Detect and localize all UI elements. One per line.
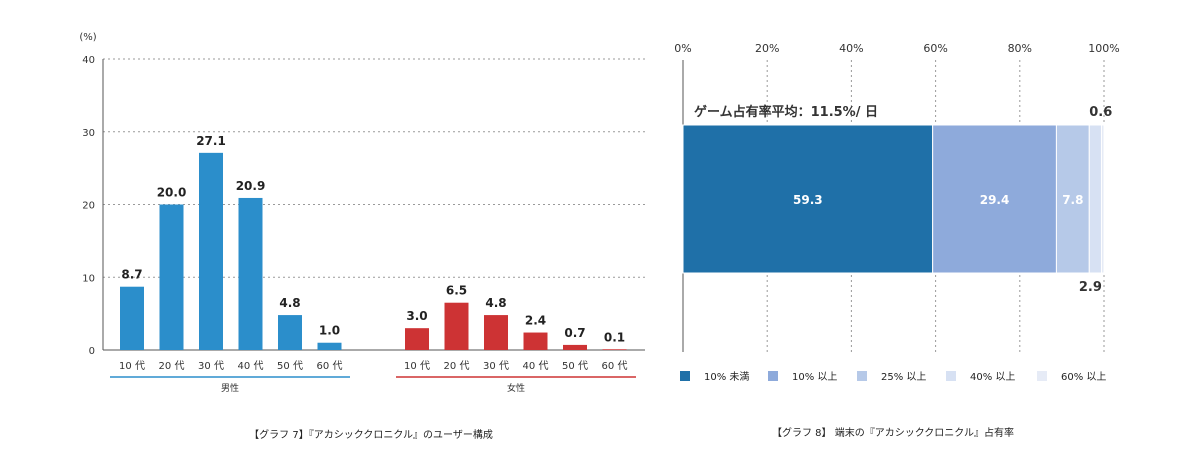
- legend-label: 25% 以上: [881, 371, 926, 383]
- bar: [523, 332, 548, 350]
- stacked-segment: [1100, 124, 1105, 274]
- bar-value-label: 27.1: [196, 134, 226, 148]
- stacked-segment: [1088, 124, 1102, 274]
- bar-value-label: 4.8: [485, 296, 506, 310]
- x-tick-label: 40%: [839, 42, 863, 55]
- segment-value-label: 2.9: [1079, 280, 1102, 295]
- x-tick-label: 60 代: [317, 360, 343, 372]
- legend-swatch: [857, 371, 867, 381]
- y-tick-label: 30: [82, 128, 95, 139]
- y-tick-label: 40: [82, 55, 95, 66]
- y-tick-label: 10: [82, 273, 95, 284]
- x-tick-label: 20 代: [159, 360, 185, 372]
- y-tick-label: 20: [82, 201, 95, 212]
- x-tick-label: 30 代: [198, 360, 224, 372]
- bar-value-label: 0.7: [564, 326, 585, 340]
- legend-label: 60% 以上: [1061, 371, 1106, 383]
- bar: [563, 344, 587, 350]
- x-tick-label: 40 代: [238, 360, 264, 372]
- legend-swatch: [946, 371, 956, 381]
- bar-value-label: 3.0: [406, 309, 427, 323]
- bar: [159, 204, 184, 350]
- bar-value-label: 2.4: [525, 314, 546, 328]
- bar-value-label: 20.9: [236, 179, 266, 193]
- stacked-segment: [682, 124, 934, 274]
- segment-value-label: 7.8: [1062, 193, 1083, 207]
- bar: [238, 197, 263, 350]
- bar: [444, 302, 469, 350]
- x-tick-label: 80%: [1008, 42, 1032, 55]
- chart-title: 【グラフ 7】『アカシッククロニクル』のユーザー構成: [249, 428, 493, 441]
- x-tick-label: 50 代: [277, 360, 303, 372]
- bar-value-label: 1.0: [319, 324, 340, 338]
- legend-swatch: [768, 371, 778, 381]
- bar: [484, 315, 508, 350]
- x-tick-label: 30 代: [483, 360, 509, 372]
- segment-value-label: 29.4: [980, 193, 1010, 207]
- x-tick-label: 60 代: [602, 360, 628, 372]
- group-label: 女性: [507, 382, 525, 394]
- bar: [120, 286, 144, 350]
- x-tick-label: 50 代: [562, 360, 588, 372]
- stacked-segment: [932, 124, 1057, 274]
- bar: [317, 342, 342, 350]
- bar: [199, 152, 223, 350]
- legend-label: 40% 以上: [970, 371, 1015, 383]
- x-tick-label: 20%: [755, 42, 779, 55]
- x-tick-label: 10 代: [404, 360, 430, 372]
- share-stacked-bar-chart: 0% 20% 40% 60% 80% 100% ゲーム占有率平均：11.5%/ 日 59.3 2…: [674, 42, 1119, 439]
- x-tick-label: 100%: [1088, 42, 1119, 55]
- legend-label: 10% 未満: [704, 371, 749, 383]
- bar-value-label: 0.1: [604, 330, 625, 344]
- x-tick-label: 0%: [674, 42, 691, 55]
- bar-value-label: 6.5: [446, 284, 467, 298]
- bar: [602, 349, 627, 350]
- annotation: ゲーム占有率平均：11.5%/ 日: [694, 104, 878, 120]
- age-gender-bar-chart: (%) 0 10 20 30 40 8.7 10 代 20.0 20 代 27.1 30 代 20.9 4…: [79, 32, 645, 441]
- bar-value-label: 4.8: [279, 296, 300, 310]
- legend-swatch: [1037, 371, 1047, 381]
- segment-value-label: 59.3: [793, 193, 823, 207]
- chart-title: 【グラフ 8】 端末の『アカシッククロニクル』占有率: [772, 426, 1014, 439]
- bar-value-label: 20.0: [157, 186, 187, 200]
- bar: [278, 315, 302, 350]
- group-label: 男性: [221, 382, 239, 394]
- segment-value-label: 0.6: [1089, 105, 1112, 120]
- x-tick-label: 20 代: [444, 360, 470, 372]
- bar-value-label: 8.7: [121, 268, 142, 282]
- bar: [405, 328, 429, 350]
- y-tick-label: 0: [89, 346, 95, 357]
- legend-label: 10% 以上: [792, 371, 837, 383]
- legend-swatch: [680, 371, 690, 381]
- x-tick-label: 40 代: [523, 360, 549, 372]
- y-axis-unit: (%): [79, 32, 96, 43]
- x-tick-label: 60%: [923, 42, 947, 55]
- x-tick-label: 10 代: [119, 360, 145, 372]
